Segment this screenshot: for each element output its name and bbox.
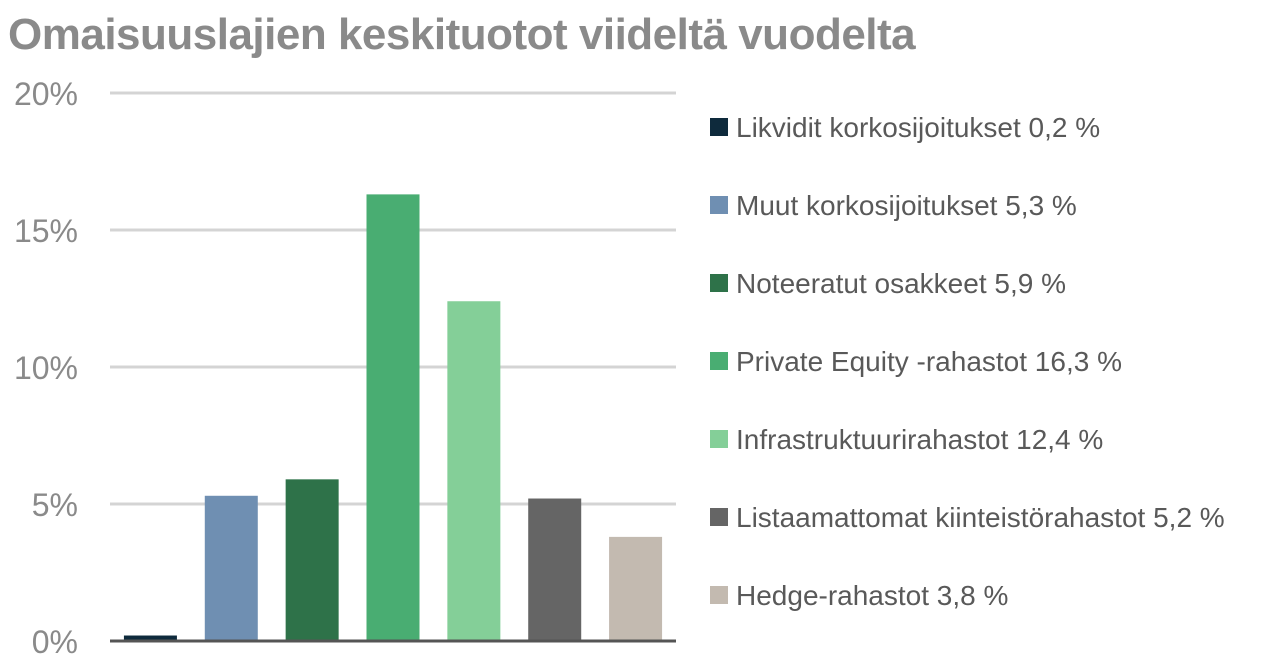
legend-label: Infrastruktuurirahastot 12,4 %: [736, 424, 1103, 455]
bar: [447, 301, 501, 641]
bar: [123, 635, 177, 641]
y-tick-label: 10%: [14, 350, 78, 386]
bar: [285, 479, 339, 641]
chart-title: Omaisuuslajien keskituotot viideltä vuod…: [8, 10, 916, 59]
legend-swatch: [710, 118, 728, 136]
bar: [609, 536, 663, 641]
legend-swatch: [710, 586, 728, 604]
y-tick-label: 20%: [14, 76, 78, 112]
legend-label: Private Equity -rahastot 16,3 %: [736, 346, 1122, 377]
legend-label: Listaamattomat kiinteistörahastot 5,2 %: [736, 502, 1225, 533]
bar: [204, 495, 258, 641]
legend-swatch: [710, 196, 728, 214]
y-tick-label: 15%: [14, 213, 78, 249]
legend-swatch: [710, 430, 728, 448]
bar: [366, 194, 420, 641]
legend-label: Hedge-rahastot 3,8 %: [736, 580, 1008, 611]
legend-swatch: [710, 352, 728, 370]
y-tick-label: 5%: [32, 487, 78, 523]
legend-label: Noteeratut osakkeet 5,9 %: [736, 268, 1066, 299]
legend-label: Muut korkosijoitukset 5,3 %: [736, 190, 1077, 221]
legend-swatch: [710, 274, 728, 292]
legend-label: Likvidit korkosijoitukset 0,2 %: [736, 112, 1100, 143]
y-tick-label: 0%: [32, 624, 78, 660]
bar: [528, 498, 582, 641]
legend-swatch: [710, 508, 728, 526]
